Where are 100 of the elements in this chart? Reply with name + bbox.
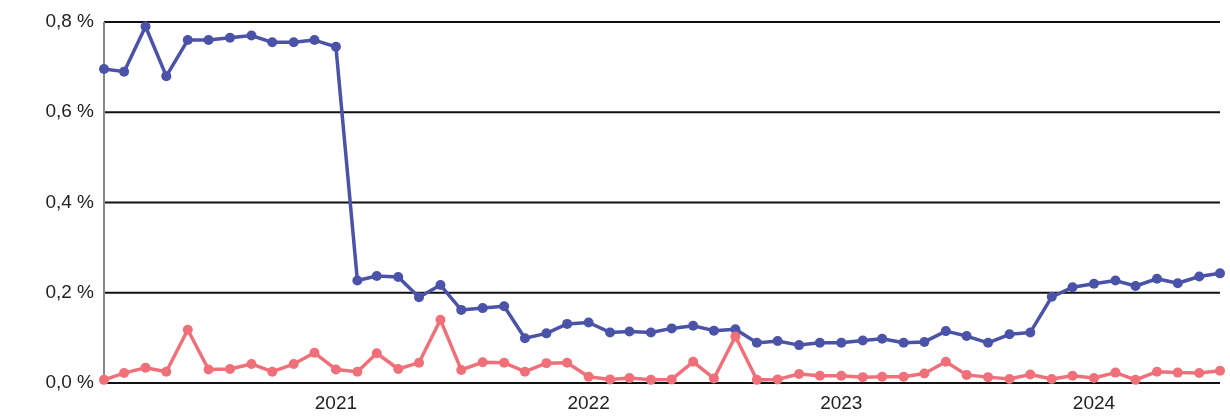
point	[814, 337, 825, 348]
point	[877, 371, 888, 382]
point	[225, 364, 235, 375]
point	[1172, 367, 1183, 378]
point	[1130, 374, 1141, 385]
point	[1110, 275, 1121, 286]
point	[203, 364, 214, 375]
point	[288, 37, 299, 48]
point	[309, 347, 320, 358]
point	[246, 359, 257, 370]
point	[352, 275, 363, 286]
point	[605, 327, 616, 338]
point	[814, 370, 825, 381]
point	[983, 372, 994, 383]
point	[140, 21, 151, 32]
point	[666, 323, 677, 334]
point	[330, 41, 341, 52]
point	[1025, 327, 1036, 338]
point	[477, 357, 488, 368]
point	[288, 359, 299, 370]
point	[751, 374, 762, 385]
point	[857, 372, 868, 383]
point	[225, 32, 235, 43]
point	[456, 304, 467, 315]
point	[605, 374, 616, 385]
point	[435, 280, 446, 291]
point	[1004, 329, 1015, 340]
point	[140, 362, 151, 373]
point	[267, 366, 278, 377]
point	[1172, 278, 1183, 289]
point	[1089, 278, 1099, 289]
point	[983, 337, 994, 348]
point	[1067, 282, 1078, 293]
point	[435, 314, 446, 325]
point	[182, 324, 193, 335]
point	[1194, 368, 1205, 379]
y-tick-label: 0,0 %	[45, 371, 95, 393]
point	[1215, 365, 1225, 376]
point	[836, 337, 847, 348]
point	[688, 356, 699, 367]
point	[371, 271, 382, 282]
point	[877, 333, 888, 344]
point	[961, 331, 972, 342]
point	[708, 373, 719, 384]
point	[1004, 373, 1015, 384]
point	[519, 333, 530, 344]
x-tick-label: 2023	[820, 392, 863, 413]
point	[456, 364, 467, 375]
point	[1046, 373, 1057, 384]
x-tick-label: 2021	[314, 392, 358, 413]
point	[267, 37, 278, 48]
point	[583, 371, 594, 382]
y-tick-label: 0,8 %	[45, 10, 95, 32]
point	[1046, 291, 1057, 302]
point	[371, 348, 382, 359]
point	[414, 292, 424, 303]
y-tick-label: 0,6 %	[45, 100, 95, 122]
point	[161, 366, 172, 377]
point	[794, 368, 805, 379]
point	[330, 364, 341, 375]
point	[794, 340, 805, 351]
point	[99, 63, 109, 74]
point	[393, 364, 404, 375]
point	[1067, 370, 1078, 381]
point	[836, 370, 847, 381]
point	[161, 71, 172, 82]
point	[624, 326, 635, 337]
point	[1194, 271, 1205, 282]
point	[583, 317, 594, 328]
x-tick-label: 2024	[1072, 392, 1116, 413]
point	[203, 35, 214, 46]
point	[1215, 268, 1225, 279]
point	[414, 357, 424, 368]
point	[772, 374, 783, 385]
point	[645, 374, 656, 385]
point	[1152, 366, 1162, 377]
point	[393, 271, 404, 282]
point	[541, 358, 552, 369]
point	[182, 35, 193, 46]
point	[645, 327, 656, 338]
point	[99, 374, 109, 385]
point	[119, 368, 130, 379]
point	[898, 371, 909, 382]
point	[1025, 369, 1036, 380]
point	[1130, 280, 1141, 291]
point	[624, 373, 635, 384]
point	[751, 337, 762, 348]
point	[772, 336, 783, 347]
point	[919, 336, 930, 347]
point	[562, 318, 573, 329]
point	[352, 366, 363, 377]
point	[730, 331, 741, 342]
point	[1152, 273, 1162, 284]
point	[940, 356, 951, 367]
point	[541, 328, 552, 339]
point	[1110, 367, 1121, 378]
point	[898, 337, 909, 348]
point	[309, 35, 320, 46]
point	[477, 303, 488, 314]
point	[666, 374, 677, 385]
